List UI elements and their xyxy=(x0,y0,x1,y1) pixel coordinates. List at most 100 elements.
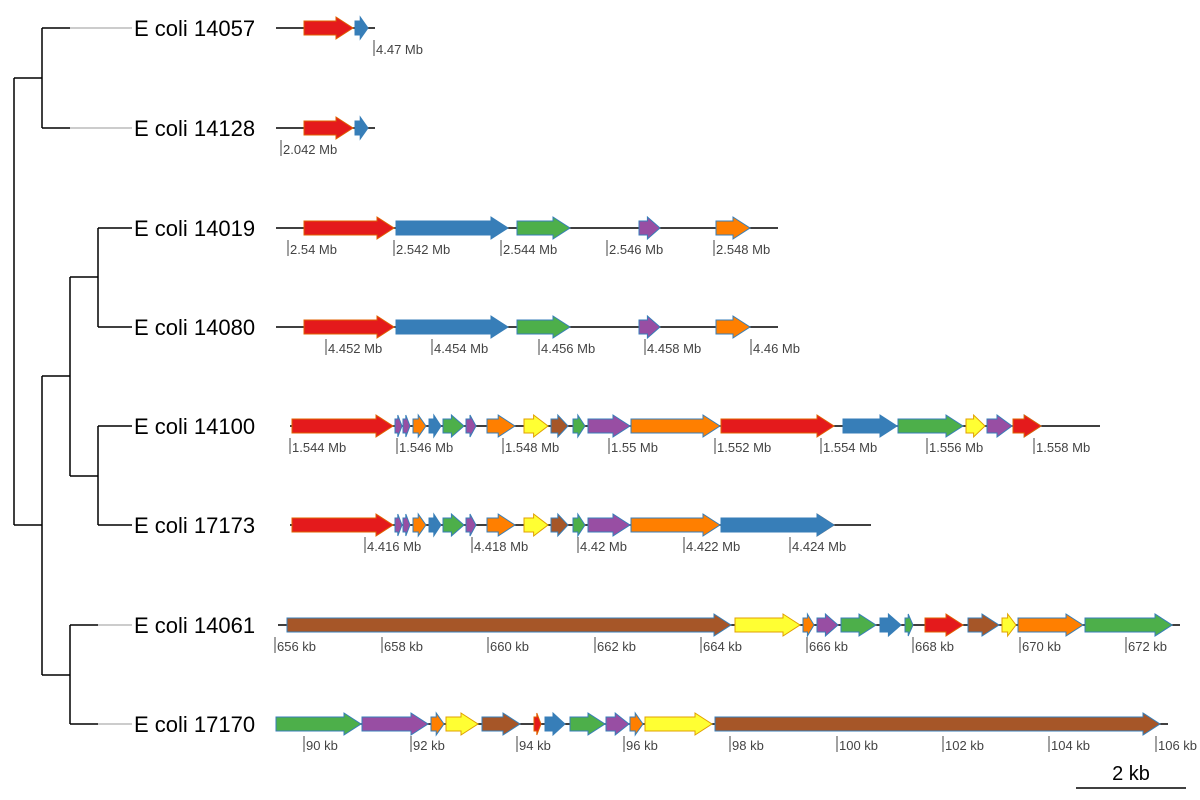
gene-arrow-yellow xyxy=(734,613,801,637)
gene-arrow-orange xyxy=(715,315,751,339)
gene-arrow-blue xyxy=(395,216,509,240)
gene-arrow-brown xyxy=(714,712,1161,736)
gene-arrow-blue xyxy=(544,711,566,737)
gene-arrow-blue xyxy=(395,315,509,339)
coordinate-tick-label: 1.558 Mb xyxy=(1036,440,1090,455)
gene-arrow-yellow xyxy=(965,413,986,439)
gene-arrow-green xyxy=(840,613,877,637)
genome-track: E coli 14019 2.54 Mb 2.542 Mb 2.544 Mb 2.546… xyxy=(134,215,778,257)
gene-arrow-red xyxy=(291,414,394,438)
gene-arrow-blue xyxy=(354,115,369,141)
scale-bar-label: 2 kb xyxy=(1112,763,1150,785)
coordinate-tick-label: 4.47 Mb xyxy=(376,42,423,57)
genome-track: E coli 17173 4.416 Mb 4.418 Mb 4.42 Mb 4.422… xyxy=(134,512,871,554)
coordinate-tick-label: 660 kb xyxy=(490,639,529,654)
genome-label: E coli 14080 xyxy=(134,315,255,340)
gene-arrow-red xyxy=(1012,414,1042,438)
coordinate-tick-label: 664 kb xyxy=(703,639,742,654)
coordinate-tick-label: 662 kb xyxy=(597,639,636,654)
coordinate-tick-label: 92 kb xyxy=(413,738,445,753)
genome-label: E coli 17170 xyxy=(134,712,255,737)
gene-arrow-orange xyxy=(630,414,721,438)
genome-label: E coli 17173 xyxy=(134,513,255,538)
coordinate-tick-label: 672 kb xyxy=(1128,639,1167,654)
gene-arrow-orange xyxy=(412,512,427,538)
coordinate-tick-label: 4.422 Mb xyxy=(686,539,740,554)
coordinate-tick-label: 4.456 Mb xyxy=(541,341,595,356)
coordinate-tick-label: 658 kb xyxy=(384,639,423,654)
gene-arrow-green xyxy=(897,414,964,438)
coordinate-tick-label: 90 kb xyxy=(306,738,338,753)
gene-arrow-orange xyxy=(1017,613,1084,637)
gene-arrow-green xyxy=(572,512,586,538)
genome-track: E coli 14080 4.452 Mb 4.454 Mb 4.456 Mb 4.45… xyxy=(134,314,800,356)
gene-arrow-orange xyxy=(486,513,516,537)
gene-arrow-blue xyxy=(879,612,902,638)
gene-arrow-green xyxy=(569,712,606,736)
gene-arrow-purple xyxy=(986,414,1013,438)
genome-track: E coli 17170 90 kb 92 kb 94 kb 96 kb 98 kb 100… xyxy=(134,711,1197,753)
coordinate-tick-label: 4.46 Mb xyxy=(753,341,800,356)
gene-arrow-yellow xyxy=(523,512,549,538)
gene-arrow-purple xyxy=(605,711,630,737)
coordinate-tick-label: 1.556 Mb xyxy=(929,440,983,455)
gene-arrow-green xyxy=(572,413,586,439)
gene-arrow-purple xyxy=(816,612,839,638)
coordinate-tick-label: 98 kb xyxy=(732,738,764,753)
coordinate-tick-label: 4.424 Mb xyxy=(792,539,846,554)
gene-arrow-blue xyxy=(428,512,442,538)
coordinate-tick-label: 4.418 Mb xyxy=(474,539,528,554)
coordinate-tick-label: 94 kb xyxy=(519,738,551,753)
genome-label: E coli 14128 xyxy=(134,116,255,141)
genome-track: E coli 14100 1.544 Mb 1.546 Mb 1.548 Mb 1.55… xyxy=(134,413,1100,455)
gene-arrow-purple xyxy=(587,414,631,438)
gene-arrow-red xyxy=(303,16,354,40)
coordinate-tick-label: 106 kb xyxy=(1158,738,1197,753)
gene-arrow-red xyxy=(533,712,542,736)
gene-arrow-red xyxy=(303,216,395,240)
gene-arrow-orange xyxy=(802,612,815,638)
gene-arrow-brown xyxy=(550,512,569,538)
gene-arrow-red xyxy=(720,414,835,438)
gene-arrow-red xyxy=(291,513,394,537)
genome-label: E coli 14057 xyxy=(134,16,255,41)
gene-arrow-green xyxy=(904,613,914,637)
gene-arrow-orange xyxy=(430,711,445,737)
coordinate-tick-label: 4.454 Mb xyxy=(434,341,488,356)
coordinate-tick-label: 96 kb xyxy=(626,738,658,753)
coordinate-tick-label: 2.544 Mb xyxy=(503,242,557,257)
gene-arrow-blue xyxy=(354,15,369,41)
gene-arrow-yellow xyxy=(644,712,713,736)
gene-arrow-orange xyxy=(630,513,721,537)
coordinate-tick-label: 656 kb xyxy=(277,639,316,654)
coordinate-tick-label: 2.542 Mb xyxy=(396,242,450,257)
coordinate-tick-label: 100 kb xyxy=(839,738,878,753)
coordinate-tick-label: 668 kb xyxy=(915,639,954,654)
gene-arrow-purple xyxy=(587,513,631,537)
coordinate-tick-label: 2.54 Mb xyxy=(290,242,337,257)
gene-arrow-brown xyxy=(481,712,521,736)
genome-label: E coli 14019 xyxy=(134,216,255,241)
gene-arrow-green xyxy=(442,413,465,439)
genome-track: E coli 14061 656 kb 658 kb 660 kb 662 kb 664 … xyxy=(134,612,1180,654)
gene-arrow-purple xyxy=(638,215,661,241)
coordinate-tick-label: 1.55 Mb xyxy=(611,440,658,455)
gene-arrow-yellow xyxy=(523,413,549,439)
gene-arrow-green xyxy=(516,216,571,240)
gene-arrow-purple xyxy=(465,414,477,438)
coordinate-tick-label: 4.458 Mb xyxy=(647,341,701,356)
coordinate-tick-label: 4.452 Mb xyxy=(328,341,382,356)
coordinate-tick-label: 666 kb xyxy=(809,639,848,654)
coordinate-tick-label: 4.416 Mb xyxy=(367,539,421,554)
coordinate-tick-label: 102 kb xyxy=(945,738,984,753)
gene-arrow-purple xyxy=(465,513,477,537)
gene-arrow-purple xyxy=(402,513,411,537)
genome-label: E coli 14061 xyxy=(134,613,255,638)
coordinate-tick-label: 4.42 Mb xyxy=(580,539,627,554)
gene-arrow-yellow xyxy=(1001,612,1017,638)
gene-arrow-green xyxy=(275,712,362,736)
gene-arrow-orange xyxy=(412,413,427,439)
gene-arrow-blue xyxy=(842,414,898,438)
gene-arrow-blue xyxy=(428,413,442,439)
